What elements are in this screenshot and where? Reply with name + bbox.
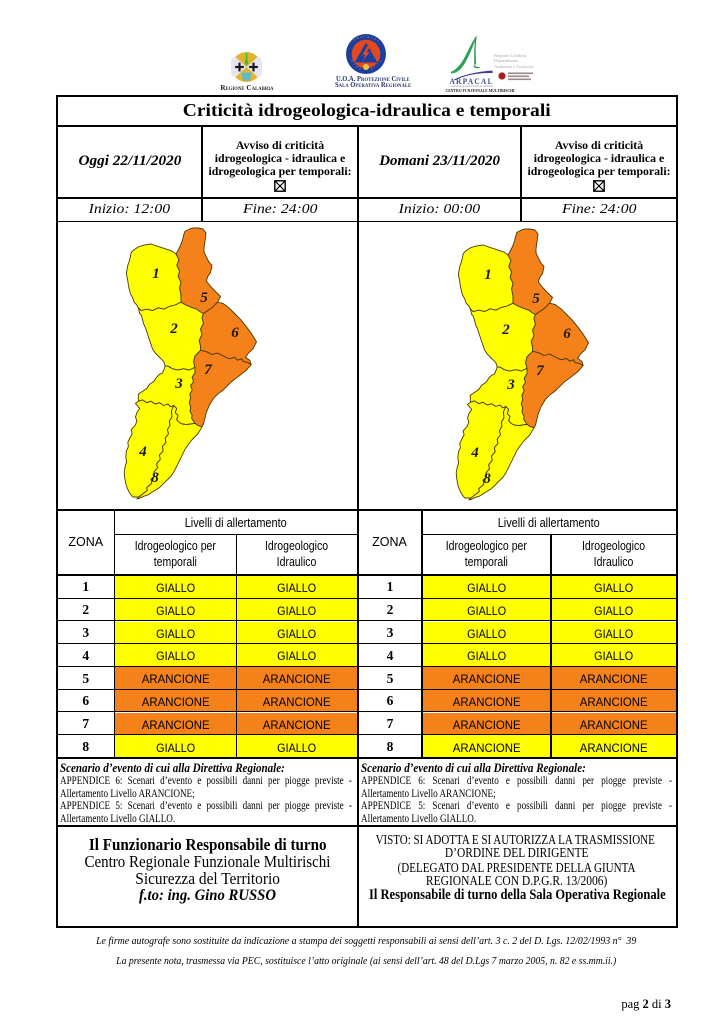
- svg-text:T: T: [364, 34, 366, 38]
- svg-text:P: P: [354, 38, 356, 42]
- svg-text:r: r: [375, 64, 376, 68]
- svg-text:6: 6: [563, 326, 571, 342]
- svg-text:5: 5: [200, 290, 208, 306]
- svg-text:1: 1: [484, 267, 492, 283]
- svg-text:4: 4: [138, 444, 147, 460]
- svg-text:E: E: [368, 34, 370, 38]
- svg-text:C: C: [359, 66, 361, 70]
- svg-text:R: R: [352, 59, 354, 63]
- svg-text:C: C: [374, 37, 376, 41]
- svg-text:V: V: [377, 39, 379, 43]
- svg-text:b: b: [372, 66, 374, 70]
- svg-text:2: 2: [501, 322, 510, 338]
- svg-text:3: 3: [506, 377, 515, 393]
- svg-text:6: 6: [231, 325, 239, 341]
- svg-text:1: 1: [152, 266, 160, 282]
- svg-text:g: g: [356, 65, 358, 68]
- svg-text:7: 7: [204, 362, 212, 378]
- svg-text:2: 2: [169, 321, 178, 337]
- svg-text:4: 4: [470, 445, 479, 461]
- svg-text:O: O: [361, 35, 363, 39]
- svg-text:i: i: [378, 62, 379, 66]
- svg-text:a: a: [380, 60, 382, 63]
- svg-text:3: 3: [174, 376, 183, 392]
- svg-text:8: 8: [483, 471, 491, 487]
- svg-text:7: 7: [536, 363, 544, 379]
- svg-text:5: 5: [532, 291, 540, 307]
- svg-text:Z: Z: [371, 35, 373, 39]
- svg-text:8: 8: [151, 470, 159, 486]
- svg-text:R: R: [357, 36, 359, 40]
- svg-text:e: e: [354, 63, 356, 66]
